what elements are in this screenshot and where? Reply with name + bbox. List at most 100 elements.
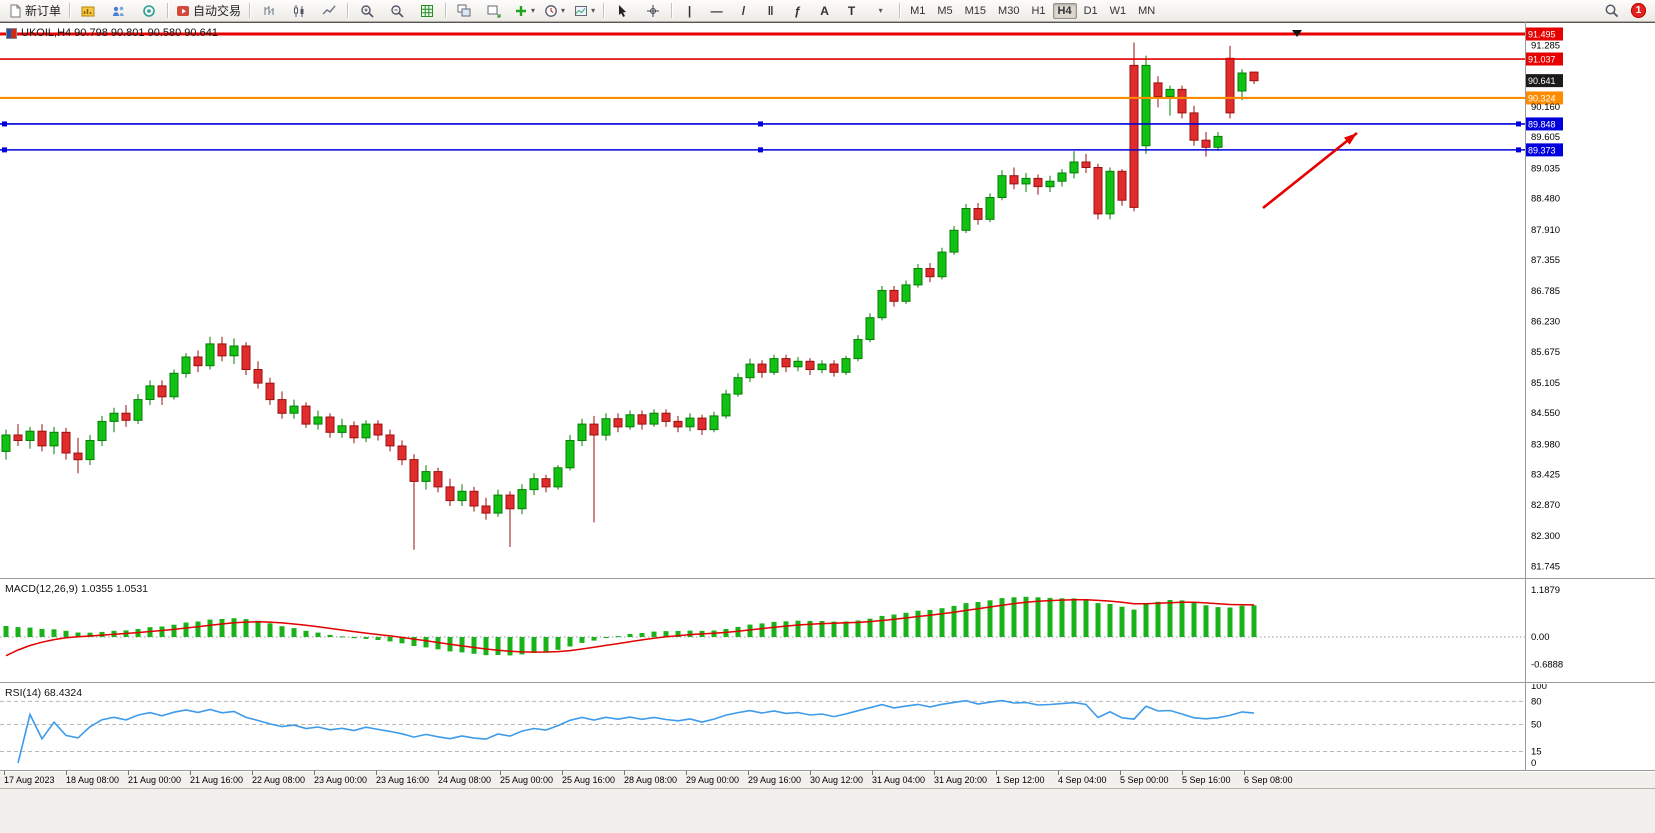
vertical-line-tool-button[interactable]: | [687,3,692,18]
trendline-tool-button[interactable]: / [741,3,746,18]
current-price-tag [1526,74,1563,88]
price-scale-label: 87.910 [1531,225,1560,236]
price-tag [1526,91,1563,105]
channel-tool-button[interactable]: ‖ [767,3,774,18]
separator [603,3,605,18]
line-handle [1516,147,1521,153]
timeframe-button-mn[interactable]: MN [1138,4,1156,17]
time-axis-label: 4 Sep 04:00 [1058,775,1107,785]
time-axis-label: 5 Sep 16:00 [1182,775,1231,785]
separator [899,3,901,18]
timeframe-button-m1[interactable]: M1 [910,4,926,17]
cursor-button[interactable] [608,0,637,21]
rsi-scale-label: 100 [1531,681,1547,692]
notification-count: 1 [1635,5,1642,16]
macd-panel: 1.1879 0.00 -0.6888 [0,585,1563,670]
separator [347,3,349,18]
horizontal-levels: 91.495 91.037 90.641 90.324 89.848 89.373 [0,27,1563,157]
price-scale-label: 82.870 [1531,500,1560,511]
price-scale-label: 91.285 [1531,40,1560,51]
price-scale-label: 86.785 [1531,286,1560,297]
annotations [1262,30,1358,210]
bottom-filler [0,789,1655,833]
line-handle [2,147,7,153]
time-axis-label: 31 Aug 04:00 [872,775,925,785]
price-scale-label: 83.980 [1531,439,1560,450]
chart-canvas[interactable]: 91.495 91.037 90.641 90.324 89.848 89.373 1.18… [0,22,1655,833]
charts-folder-icon [81,6,95,16]
periods-button[interactable]: ▾ [540,0,569,21]
timeframe-group: M1 M5 M15 M30 H1 H4 D1 W1 MN [904,2,1161,19]
timeframe-button-h4[interactable]: H4 [1052,2,1077,19]
new-order-button[interactable]: 新订单 [4,0,65,21]
notification-badge[interactable]: 1 [1631,3,1646,18]
price-tag-label: 91.495 [1528,30,1556,40]
trend-arrow-head [1344,133,1357,145]
market-watch-button[interactable] [104,0,133,21]
fibonacci-tool-button[interactable]: ƒ [794,3,801,18]
chevron-down-icon: ▾ [591,5,596,15]
separator [671,3,673,18]
price-scale-label: 83.425 [1531,470,1560,481]
auto-trading-button[interactable]: 自动交易 [172,0,245,21]
timeframe-button-m5[interactable]: M5 [937,4,953,17]
cursor-icon [619,4,627,17]
macd-scale-label: -0.6888 [1531,659,1563,670]
shapes-button[interactable]: ▾ [866,0,895,21]
rsi-panel: 100 80 50 150 [0,681,1547,769]
rsi-scale-label: 80 [1531,696,1542,707]
time-axis-label: 30 Aug 12:00 [810,775,863,785]
cascade-windows-button[interactable] [480,0,509,21]
chart-background [0,22,1655,833]
separator [249,3,251,18]
tile-windows-button[interactable] [450,0,479,21]
line-chart-type-button[interactable] [314,0,343,21]
price-tag-label: 90.324 [1528,93,1556,103]
time-axis-label: 24 Aug 08:00 [438,775,491,785]
text-tool-button[interactable]: A [820,3,829,18]
line-handle [758,147,763,153]
time-axis-label: 23 Aug 16:00 [376,775,429,785]
search-button[interactable] [1597,0,1626,21]
macd-signal-line [5,598,1255,657]
time-axis-label: 23 Aug 00:00 [314,775,367,785]
macd-scale-label: 1.1879 [1531,585,1560,596]
label-tool-button[interactable]: T [847,3,856,18]
price-scale-label: 88.480 [1531,194,1560,205]
chevron-down-icon: ▾ [531,5,536,15]
tile-windows-icon [457,4,471,16]
main-toolbar: 新订单 自动交易 [0,0,1655,22]
price-tag [1526,143,1563,157]
down-arrow-marker [1292,30,1302,37]
bar-chart-type-button[interactable] [254,0,283,21]
candle-chart-type-button[interactable] [284,0,313,21]
timeframe-button-d1[interactable]: D1 [1083,4,1098,17]
templates-button[interactable]: ▾ [570,0,599,21]
timeframe-button-h1[interactable]: H1 [1031,4,1046,17]
zoom-out-button[interactable] [382,0,411,21]
timeframe-button-m15[interactable]: M15 [964,4,987,17]
indicators-button[interactable]: ▾ [510,0,539,21]
frame-lines [0,22,1655,789]
time-axis-label: 29 Aug 16:00 [748,775,801,785]
price-scale: 91.285 90.160 89.605 89.035 88.480 87.910 87.3… [1531,40,1560,572]
rsi-scale-label: 0 [1531,758,1536,769]
timeframe-button-w1[interactable]: W1 [1109,4,1127,17]
grid-button[interactable] [412,0,441,21]
price-tag-label: 89.848 [1528,119,1556,129]
rsi-line [17,699,1255,764]
sounds-icon [142,4,155,17]
time-axis-label: 1 Sep 12:00 [996,775,1045,785]
time-axis-label: 5 Sep 00:00 [1120,775,1169,785]
horizontal-line-tool-button[interactable]: — [710,3,723,18]
time-axis-label: 17 Aug 2023 [4,775,55,785]
chart-region: 91.495 91.037 90.641 90.324 89.848 89.373 1.18… [0,22,1655,833]
zoom-in-button[interactable] [352,0,381,21]
sounds-button[interactable] [134,0,163,21]
clock-icon [545,4,557,17]
crosshair-button[interactable] [638,0,667,21]
timeframe-button-m30[interactable]: M30 [998,4,1020,17]
time-axis-strip [0,772,1655,789]
charts-button[interactable] [74,0,103,21]
